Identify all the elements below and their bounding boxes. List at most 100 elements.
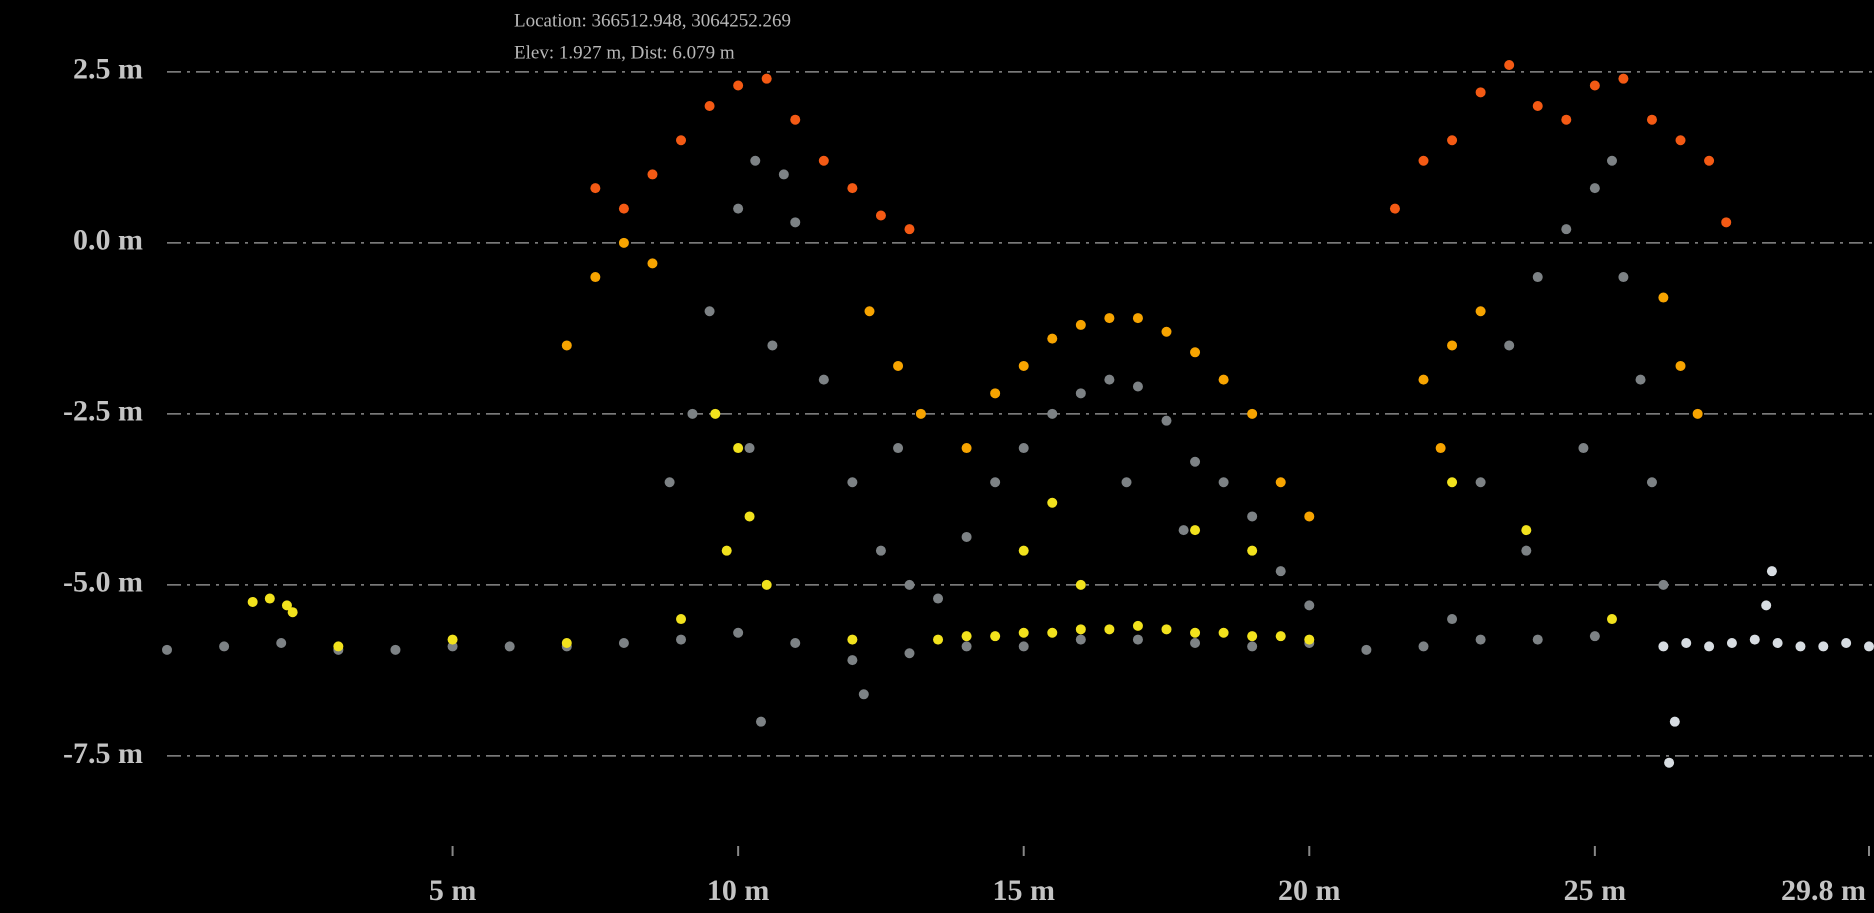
point (1590, 183, 1600, 193)
point (1590, 631, 1600, 641)
point (1419, 156, 1429, 166)
y-tick-label: 2.5 m (73, 53, 143, 86)
point (1476, 635, 1486, 645)
x-tick-label: 5 m (429, 874, 477, 907)
point (1304, 600, 1314, 610)
point (876, 546, 886, 556)
point (756, 717, 766, 727)
point (1419, 375, 1429, 385)
point (276, 638, 286, 648)
point (1247, 511, 1257, 521)
point (1179, 525, 1189, 535)
y-tick-label: -2.5 m (63, 395, 143, 428)
point (990, 631, 1000, 641)
point (990, 477, 1000, 487)
point (750, 156, 760, 166)
x-tick-label: 10 m (707, 874, 770, 907)
point (1247, 631, 1257, 641)
point (790, 217, 800, 227)
point (1704, 641, 1714, 651)
point (733, 443, 743, 453)
point (1076, 635, 1086, 645)
point (665, 477, 675, 487)
point (1647, 115, 1657, 125)
point (1561, 115, 1571, 125)
point (505, 641, 515, 651)
point (733, 628, 743, 638)
point (1704, 156, 1714, 166)
x-tick-label: 25 m (1564, 874, 1627, 907)
point (1247, 641, 1257, 651)
x-tick-label: 20 m (1278, 874, 1341, 907)
point (1670, 717, 1680, 727)
y-tick-label: -5.0 m (63, 566, 143, 599)
point (1618, 272, 1628, 282)
point (1019, 641, 1029, 651)
point (1047, 628, 1057, 638)
x-tick-label: 29.8 m (1781, 874, 1866, 907)
point (1658, 293, 1668, 303)
point (1533, 635, 1543, 645)
point (1447, 614, 1457, 624)
point (1693, 409, 1703, 419)
point (962, 641, 972, 651)
point (990, 388, 1000, 398)
point (1436, 443, 1446, 453)
point (1447, 340, 1457, 350)
point (1019, 443, 1029, 453)
point (1578, 443, 1588, 453)
point (1636, 375, 1646, 385)
point (1047, 409, 1057, 419)
point (162, 645, 172, 655)
location-annotation: Location: 366512.948, 3064252.269 (514, 10, 791, 31)
point (1122, 477, 1132, 487)
point (893, 443, 903, 453)
point (1676, 361, 1686, 371)
point (962, 631, 972, 641)
point (676, 614, 686, 624)
point (1219, 628, 1229, 638)
point (1590, 81, 1600, 91)
point (1658, 641, 1668, 651)
point (265, 594, 275, 604)
point (1476, 87, 1486, 97)
point (962, 443, 972, 453)
point (647, 258, 657, 268)
point (847, 655, 857, 665)
point (1504, 60, 1514, 70)
point (779, 169, 789, 179)
y-tick-label: -7.5 m (63, 737, 143, 770)
point (1190, 347, 1200, 357)
point (1607, 156, 1617, 166)
point (390, 645, 400, 655)
point (1076, 624, 1086, 634)
point (1773, 638, 1783, 648)
point (219, 641, 229, 651)
point (710, 409, 720, 419)
point (676, 635, 686, 645)
elevation-annotation: Elev: 1.927 m, Dist: 6.079 m (514, 42, 735, 63)
point (1361, 645, 1371, 655)
point (1681, 638, 1691, 648)
profile-chart: 2.5 m0.0 m-2.5 m-5.0 m-7.5 m5 m10 m15 m2… (0, 0, 1874, 913)
point (1276, 477, 1286, 487)
point (1521, 525, 1531, 535)
point (1721, 217, 1731, 227)
point (733, 81, 743, 91)
point (676, 135, 686, 145)
point (1795, 641, 1805, 651)
point (819, 156, 829, 166)
point (1607, 614, 1617, 624)
point (590, 272, 600, 282)
point (1219, 477, 1229, 487)
point (687, 409, 697, 419)
point (859, 689, 869, 699)
point (1447, 135, 1457, 145)
point (288, 607, 298, 617)
point (819, 375, 829, 385)
point (1019, 361, 1029, 371)
point (1390, 204, 1400, 214)
point (1304, 511, 1314, 521)
point (705, 306, 715, 316)
point (745, 511, 755, 521)
